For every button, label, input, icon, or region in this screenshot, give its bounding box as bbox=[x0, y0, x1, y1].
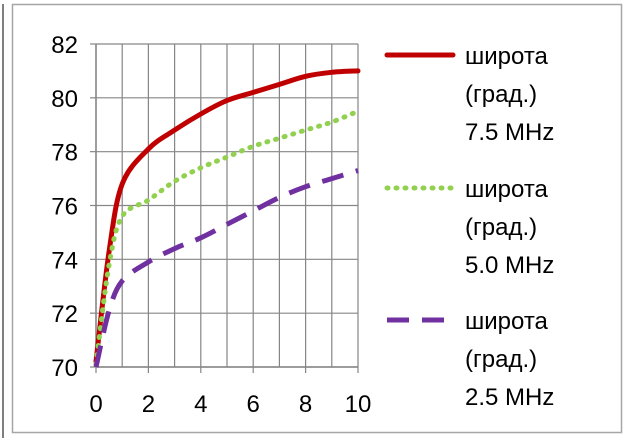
x-tick-label: 6 bbox=[247, 391, 260, 418]
legend: широта (град.) 7.5 MHz широта (град.) 5.0 MHz… bbox=[384, 43, 554, 411]
y-tick-label: 72 bbox=[51, 301, 78, 328]
x-tick-label: 8 bbox=[299, 391, 312, 418]
series-line-1 bbox=[93, 68, 361, 365]
series-line-3 bbox=[93, 168, 359, 368]
legend-label-line: широта bbox=[465, 176, 549, 203]
y-tick-label: 80 bbox=[51, 86, 78, 113]
legend-label-line: 7.5 MHz bbox=[465, 119, 554, 146]
axes bbox=[90, 43, 359, 373]
y-tick-labels: 70 72 74 76 78 80 82 bbox=[51, 32, 78, 382]
legend-label-line: (град.) bbox=[465, 346, 537, 373]
legend-label-line: (град.) bbox=[465, 214, 537, 241]
y-tick-label: 70 bbox=[51, 355, 78, 382]
x-tick-label: 4 bbox=[194, 391, 207, 418]
x-tick-label: 0 bbox=[89, 391, 102, 418]
legend-label-line: 2.5 MHz bbox=[465, 384, 554, 411]
y-tick-label: 74 bbox=[51, 247, 78, 274]
legend-label-line: (град.) bbox=[465, 81, 537, 108]
series-line-2 bbox=[93, 108, 361, 367]
legend-label-line: широта bbox=[465, 308, 549, 335]
legend-label-line: 5.0 MHz bbox=[465, 252, 554, 279]
y-tick-label: 76 bbox=[51, 194, 78, 221]
x-tick-labels: 0 2 4 6 8 10 bbox=[89, 391, 371, 418]
x-tick-label: 2 bbox=[142, 391, 155, 418]
x-tick-label: 10 bbox=[345, 391, 372, 418]
y-tick-label: 78 bbox=[51, 140, 78, 167]
legend-label-line: широта bbox=[465, 43, 549, 70]
series-lines bbox=[93, 68, 361, 368]
y-tick-label: 82 bbox=[51, 32, 78, 59]
